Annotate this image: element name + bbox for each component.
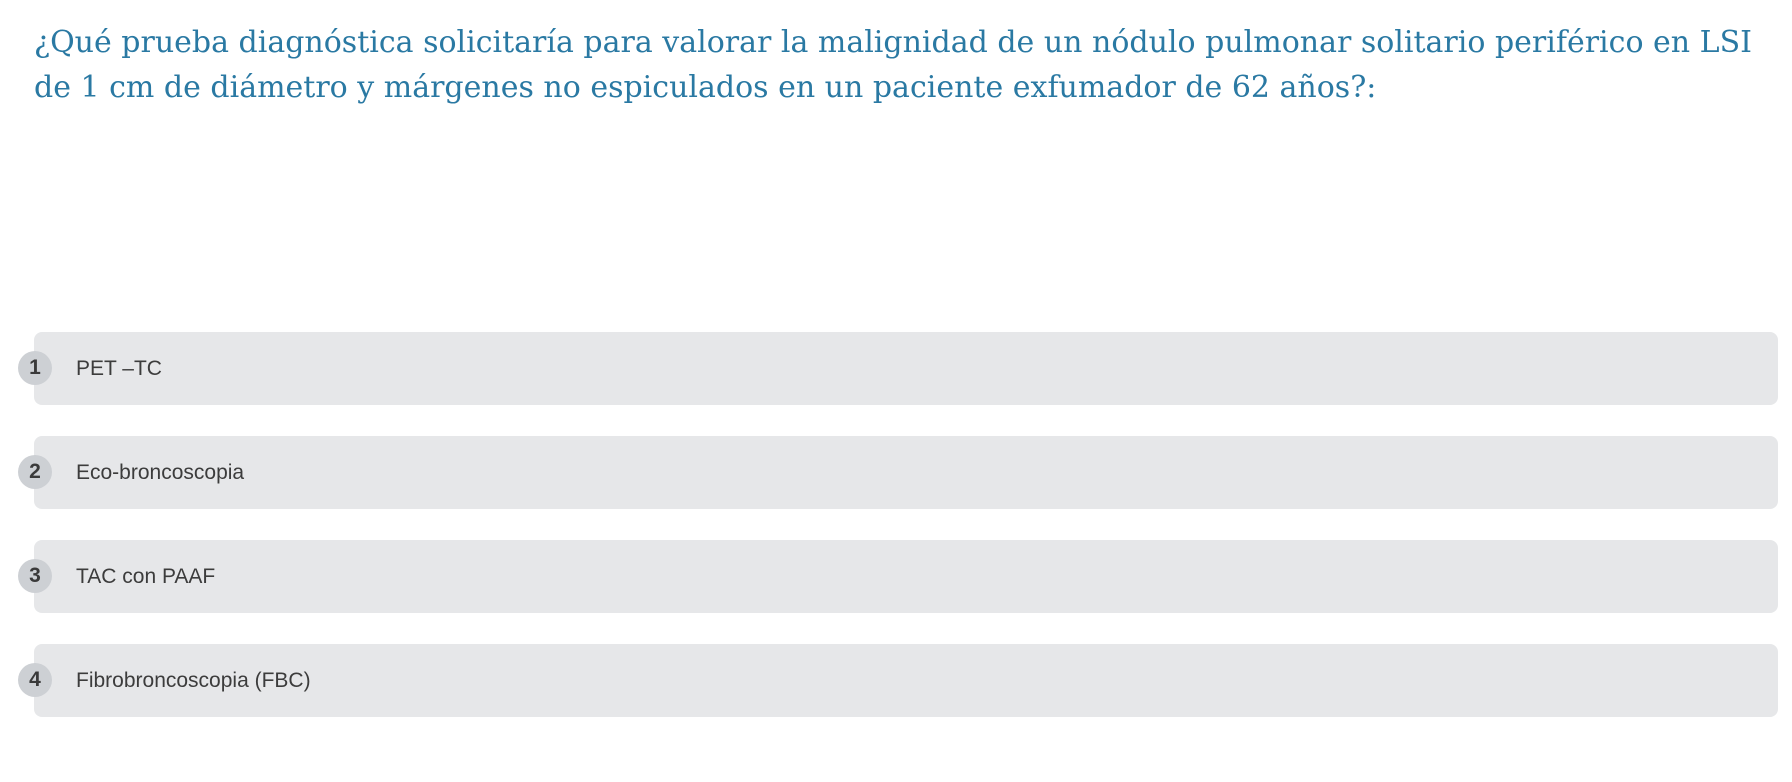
option-label: PET –TC [76,357,162,380]
answer-option-4[interactable]: 4 Fibrobroncoscopia (FBC) [18,644,1778,717]
option-number-badge: 4 [18,663,52,697]
answer-option-box[interactable] [34,436,1778,509]
answer-option-1[interactable]: 1 PET –TC [18,332,1778,405]
answer-option-box[interactable] [34,332,1778,405]
option-label: Eco-broncoscopia [76,461,245,484]
answer-option-2[interactable]: 2 Eco-broncoscopia [18,436,1778,509]
option-label: TAC con PAAF [76,565,216,588]
answer-options-list: 1 PET –TC 2 Eco-broncoscopia 3 TAC con P… [18,332,1778,748]
answer-option-3[interactable]: 3 TAC con PAAF [18,540,1778,613]
option-number-badge: 3 [18,559,52,593]
question-text: ¿Qué prueba diagnóstica solicitaría para… [34,25,1752,105]
answer-option-box[interactable] [34,644,1778,717]
option-number-badge: 2 [18,455,52,489]
answer-option-box[interactable] [34,540,1778,613]
option-label: Fibrobroncoscopia (FBC) [76,669,311,692]
option-number-badge: 1 [18,351,52,385]
